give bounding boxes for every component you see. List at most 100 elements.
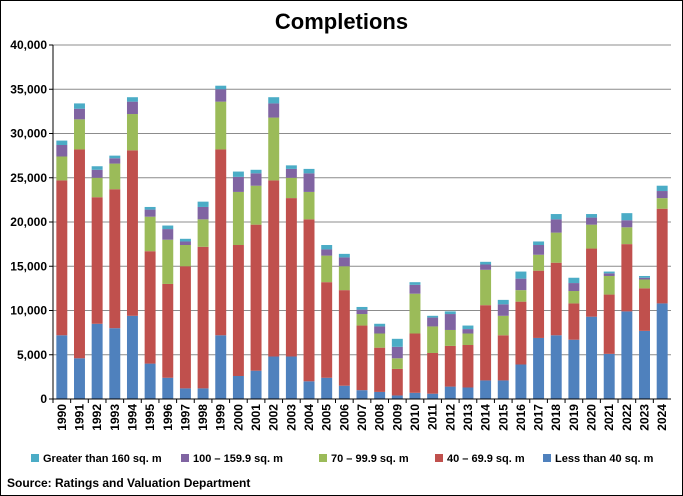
bar-segment — [303, 173, 315, 192]
bar-segment — [268, 103, 280, 118]
bar-segment — [444, 314, 456, 330]
bar-segment — [162, 283, 174, 378]
bar-segment — [162, 377, 174, 399]
bar-segment — [656, 198, 668, 209]
bar-segment — [533, 245, 545, 255]
bar-segment — [656, 303, 668, 399]
legend-item: Greater than 160 sq. m — [31, 453, 162, 465]
legend-item: 100 – 159.9 sq. m — [181, 453, 283, 465]
bar-segment — [338, 253, 350, 258]
bar-segment — [74, 108, 85, 120]
x-tick-label: 2005 — [320, 404, 334, 431]
bar-segment — [250, 370, 262, 399]
source-note: Source: Ratings and Valuation Department — [7, 476, 251, 490]
bar-segment — [586, 248, 598, 317]
x-tick-label: 2019 — [567, 404, 581, 431]
bar-segment — [56, 156, 68, 181]
legend-label: Greater than 160 sq. m — [43, 453, 162, 465]
bar-segment — [639, 279, 650, 289]
bar-segment — [74, 149, 85, 359]
bar-segment — [515, 301, 527, 365]
bar-segment — [374, 333, 386, 348]
legend-swatch — [31, 454, 39, 462]
bar-segment — [303, 219, 315, 382]
x-tick-label: 2015 — [496, 404, 510, 431]
bar-segment — [533, 270, 545, 338]
x-tick-label: 2012 — [443, 404, 457, 431]
bar-segment — [603, 353, 615, 399]
bar-segment — [374, 326, 386, 334]
bar-segment — [497, 380, 509, 399]
bar-segment — [215, 85, 227, 90]
bar-segment — [74, 358, 85, 399]
bar-segment — [268, 180, 280, 357]
bar-segment — [409, 392, 421, 399]
bar-segment — [603, 275, 615, 295]
bar-segment — [533, 337, 545, 399]
bar-segment — [639, 288, 650, 331]
y-tick-label: 0 — [40, 392, 47, 406]
bar-segment — [427, 317, 439, 327]
bar-segment — [550, 262, 562, 336]
bar-segment — [639, 277, 650, 280]
bar-segment — [480, 269, 492, 306]
bar-segment — [480, 380, 492, 399]
bar-segment — [603, 273, 615, 276]
x-tick-label: 2003 — [284, 404, 298, 431]
bar-segment — [215, 101, 227, 150]
bar-segment — [462, 325, 474, 330]
bar-segment — [74, 119, 85, 150]
bar-segment — [215, 89, 227, 102]
bar-segment — [374, 391, 386, 399]
legend-label: 70 – 99.9 sq. m — [331, 453, 409, 465]
bar-segment — [303, 168, 315, 174]
bar-segment — [603, 294, 615, 354]
bar-segment — [444, 311, 456, 315]
bar-segment — [462, 387, 474, 399]
bar-segment — [126, 101, 138, 115]
bar-segment — [321, 255, 333, 283]
bar-segment — [391, 358, 403, 369]
bar-segment — [427, 315, 439, 318]
bar-segment — [497, 299, 509, 305]
bar-segment — [515, 271, 527, 279]
x-tick-label: 2014 — [479, 404, 493, 431]
bar-segment — [409, 333, 421, 393]
bar-segment — [497, 315, 509, 336]
bar-segment — [197, 206, 209, 220]
bar-segment — [586, 224, 598, 249]
bar-segment — [568, 277, 580, 284]
x-tick-label: 2002 — [267, 404, 281, 431]
bar-segment — [391, 368, 403, 396]
bar-segment — [374, 323, 386, 327]
x-tick-label: 1998 — [196, 404, 210, 431]
bar-segment — [144, 363, 156, 399]
legend-swatch — [543, 454, 551, 462]
x-tick-label: 1995 — [143, 404, 157, 431]
bar-segment — [197, 219, 209, 247]
bar-segment — [109, 328, 121, 399]
bar-segment — [232, 171, 244, 177]
x-tick-label: 2021 — [602, 404, 616, 431]
bar-segment — [621, 311, 633, 399]
bar-segment — [179, 241, 191, 246]
legend-label: 40 – 69.9 sq. m — [447, 453, 525, 465]
bar-segment — [179, 388, 191, 399]
bar-segment — [480, 261, 492, 265]
bar-segment — [444, 386, 456, 399]
bar-segment — [515, 364, 527, 399]
bar-segment — [533, 254, 545, 271]
bar-segment — [444, 345, 456, 387]
bar-segment — [621, 227, 633, 245]
legend-swatch — [181, 454, 189, 462]
bar-segment — [515, 290, 527, 302]
bar-segment — [356, 314, 368, 326]
y-tick-label: 15,000 — [10, 259, 47, 273]
bar-segment — [321, 377, 333, 399]
bar-segment — [56, 145, 68, 157]
bar-segment — [109, 163, 121, 190]
x-tick-label: 2006 — [337, 404, 351, 431]
legend-swatch — [319, 454, 327, 462]
bar-segment — [497, 304, 509, 316]
